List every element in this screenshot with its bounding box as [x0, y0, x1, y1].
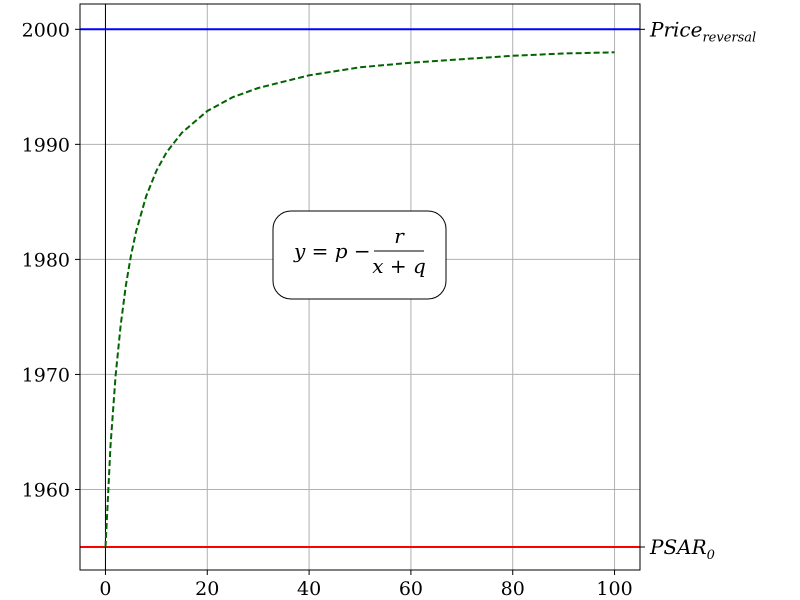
- reference-label-sub: reversal: [702, 30, 756, 45]
- y-tick-label: 1970: [22, 364, 70, 386]
- reference-label-sub: 0: [707, 548, 715, 563]
- formula-box: y = p − r x + q: [272, 210, 447, 300]
- series-layer: [104, 51, 615, 548]
- reference-label: Pricereversal: [649, 17, 756, 45]
- series-line: [104, 51, 615, 548]
- formula-lhs: y = p −: [293, 239, 371, 263]
- reference-label-base: PSAR: [649, 535, 707, 559]
- formula-numerator: r: [394, 224, 405, 248]
- y-tick-label: 2000: [22, 19, 70, 41]
- formula-denominator: x + q: [372, 254, 426, 278]
- y-tick-label: 1980: [22, 249, 70, 271]
- x-tick-label: 100: [596, 578, 632, 600]
- x-tick-label: 40: [297, 578, 321, 600]
- x-tick-label: 0: [99, 578, 111, 600]
- y-tick-label: 1960: [22, 479, 70, 501]
- x-tick-label: 60: [399, 578, 423, 600]
- y-axis-ticks: 1960 1970 1980 1990 2000: [22, 19, 80, 501]
- x-axis-ticks: 0 20 40 60 80 100: [99, 570, 633, 600]
- reference-labels: Pricereversal PSAR0: [649, 17, 756, 563]
- reference-label: PSAR0: [649, 535, 715, 563]
- x-tick-label: 80: [501, 578, 525, 600]
- reference-label-base: Price: [649, 17, 702, 41]
- plot-frame: [79, 3, 641, 571]
- x-tick-label: 20: [195, 578, 219, 600]
- formula-box-frame: [272, 210, 447, 300]
- reference-lines: [80, 4, 645, 570]
- y-tick-label: 1990: [22, 134, 70, 156]
